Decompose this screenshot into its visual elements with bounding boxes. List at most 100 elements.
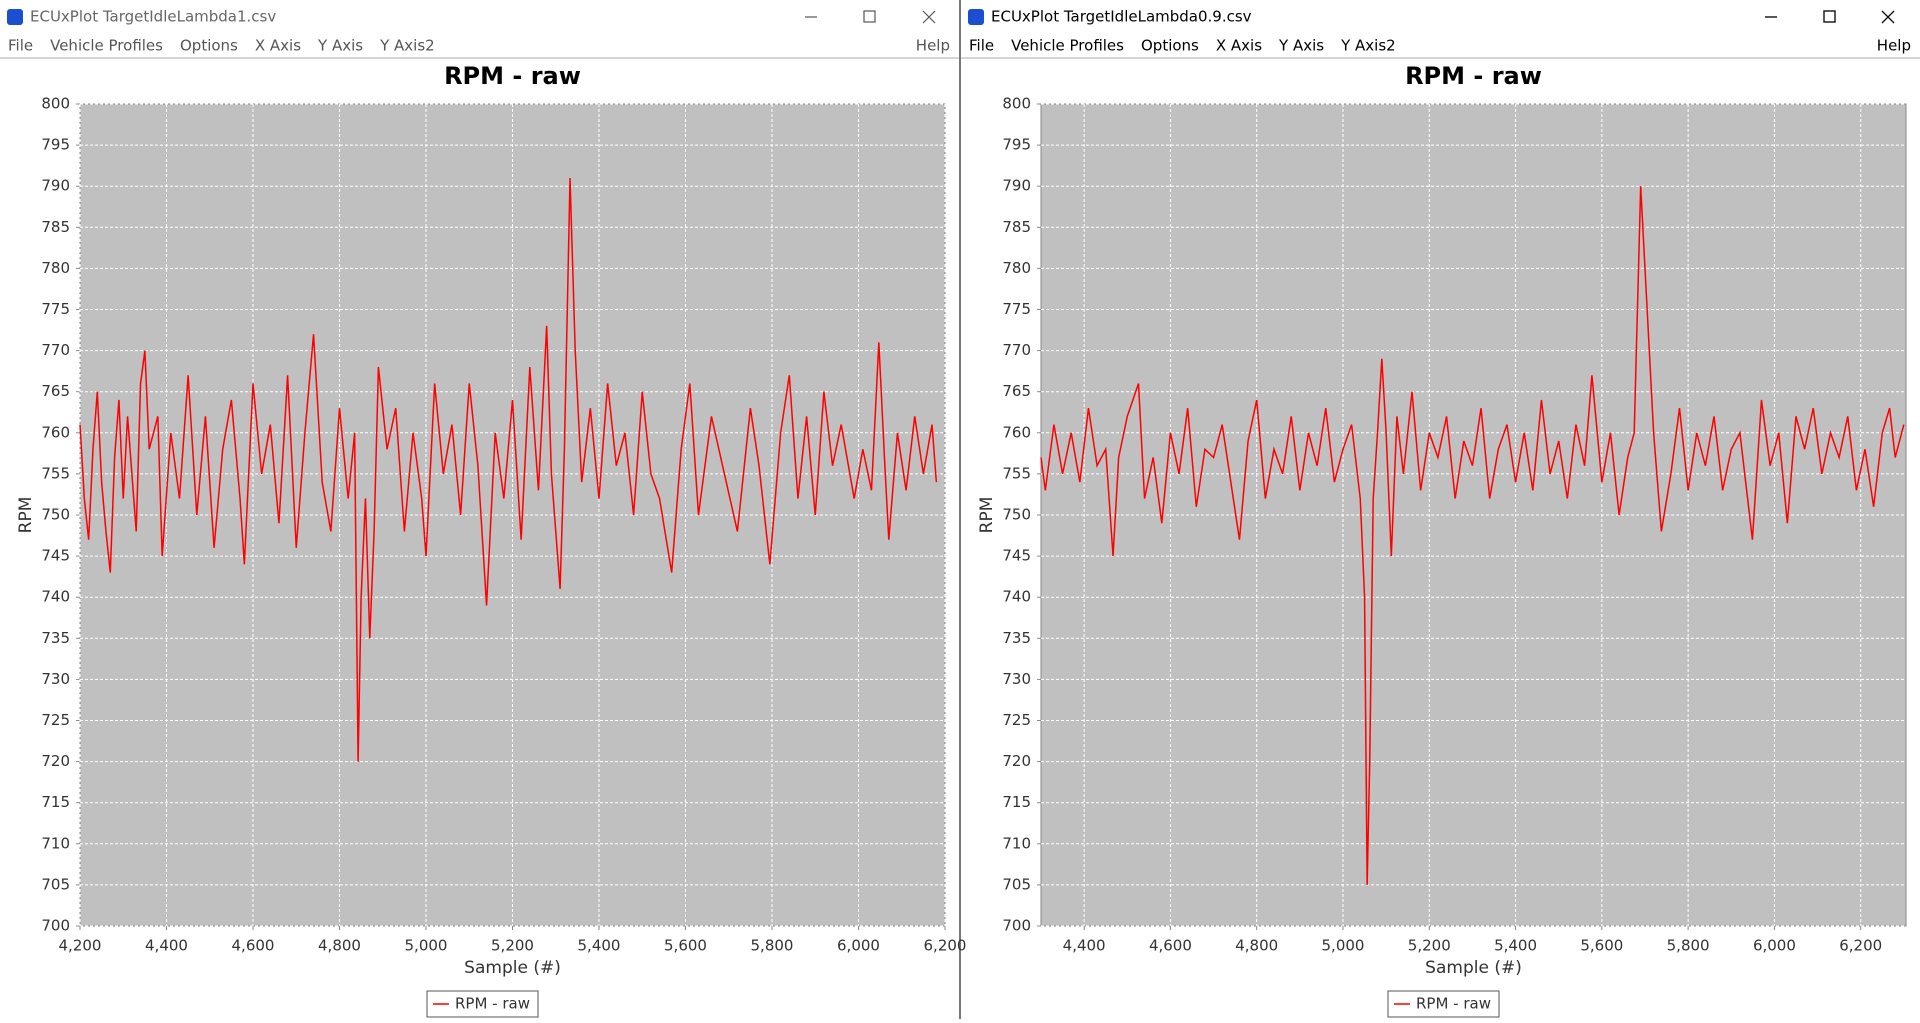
x-tick-label: 5,000 xyxy=(405,937,448,955)
legend: RPM - raw xyxy=(1387,990,1500,1018)
window: ECUxPlot TargetIdleLambda0.9.csv File Vehi… xyxy=(961,8,1920,1018)
y-tick-label: 785 xyxy=(41,218,70,236)
window-title: ECUxPlot TargetIdleLambda1.csv xyxy=(30,8,276,26)
menu-item[interactable]: X Axis xyxy=(255,37,301,55)
y-tick-label: 800 xyxy=(1002,95,1031,113)
y-tick-label: 750 xyxy=(41,506,70,524)
y-tick-label: 765 xyxy=(41,382,70,400)
window-title: ECUxPlot TargetIdleLambda0.9.csv xyxy=(991,8,1252,26)
close[interactable] xyxy=(922,10,936,24)
window-controls[interactable] xyxy=(805,10,936,24)
menu-item[interactable]: Vehicle Profiles xyxy=(1011,37,1124,55)
y-tick-label: 720 xyxy=(1002,752,1031,770)
menu-item[interactable]: X Axis xyxy=(1216,37,1262,55)
x-tick-label: 6,000 xyxy=(837,937,880,955)
x-tick-label: 5,800 xyxy=(1667,937,1710,955)
app-icon xyxy=(968,9,984,25)
menu-item[interactable]: Options xyxy=(180,37,238,55)
x-tick-label: 4,200 xyxy=(59,937,102,955)
close[interactable] xyxy=(1881,10,1895,24)
x-tick-label: 4,400 xyxy=(1063,937,1106,955)
y-tick-label: 705 xyxy=(1002,875,1031,893)
y-tick-label: 730 xyxy=(41,670,70,688)
legend-label: RPM - raw xyxy=(1416,995,1491,1013)
menu-item[interactable]: File xyxy=(969,37,994,55)
x-tick-label: 4,600 xyxy=(232,937,275,955)
y-tick-label: 760 xyxy=(41,423,70,441)
y-tick-label: 725 xyxy=(1002,711,1031,729)
data-line xyxy=(79,177,938,762)
menu-item[interactable]: Y Axis xyxy=(1278,37,1324,55)
legend-label: RPM - raw xyxy=(455,995,530,1013)
y-tick-label: 780 xyxy=(41,259,70,277)
menu-help[interactable]: Help xyxy=(916,37,950,55)
y-tick-label: 725 xyxy=(41,711,70,729)
x-tick-label: 6,200 xyxy=(924,937,967,955)
x-tick-label: 4,800 xyxy=(1235,937,1278,955)
x-tick-label: 5,400 xyxy=(578,937,621,955)
maximize[interactable] xyxy=(1823,10,1836,23)
app-icon xyxy=(7,9,23,25)
x-tick-label: 4,400 xyxy=(145,937,188,955)
legend: RPM - raw xyxy=(426,990,539,1018)
x-tick-label: 6,200 xyxy=(1839,937,1882,955)
y-tick-label: 710 xyxy=(41,834,70,852)
x-tick-label: 5,600 xyxy=(664,937,707,955)
y-tick-label: 790 xyxy=(1002,177,1031,195)
y-tick-label: 710 xyxy=(1002,834,1031,852)
y-tick-label: 700 xyxy=(1002,917,1031,935)
x-tick-label: 5,600 xyxy=(1580,937,1623,955)
y-axis-label: RPM xyxy=(977,497,997,534)
y-tick-label: 745 xyxy=(41,547,70,565)
y-tick-label: 800 xyxy=(41,95,70,113)
y-tick-label: 715 xyxy=(41,793,70,811)
y-tick-label: 720 xyxy=(41,752,70,770)
y-tick-label: 795 xyxy=(1002,136,1031,154)
y-tick-label: 785 xyxy=(1002,218,1031,236)
x-tick-label: 4,800 xyxy=(318,937,361,955)
y-tick-label: 770 xyxy=(1002,341,1031,359)
menu-item[interactable]: Vehicle Profiles xyxy=(50,37,163,55)
menu-help[interactable]: Help xyxy=(1877,37,1911,55)
x-tick-label: 5,000 xyxy=(1322,937,1365,955)
y-tick-label: 715 xyxy=(1002,793,1031,811)
y-tick-label: 790 xyxy=(41,177,70,195)
y-tick-label: 735 xyxy=(1002,629,1031,647)
y-tick-label: 735 xyxy=(41,629,70,647)
menu-item[interactable]: Y Axis2 xyxy=(1340,37,1396,55)
x-tick-label: 5,200 xyxy=(491,937,534,955)
data-line xyxy=(1040,186,1905,885)
menu-item[interactable]: Y Axis xyxy=(317,37,363,55)
x-axis-label: Sample (#) xyxy=(464,958,561,978)
y-tick-label: 740 xyxy=(1002,588,1031,606)
y-axis-label: RPM xyxy=(16,497,36,534)
x-tick-label: 6,000 xyxy=(1753,937,1796,955)
y-tick-label: 775 xyxy=(1002,300,1031,318)
menu-item[interactable]: Options xyxy=(1141,37,1199,55)
y-tick-label: 775 xyxy=(41,300,70,318)
x-tick-label: 5,800 xyxy=(751,937,794,955)
y-tick-label: 765 xyxy=(1002,382,1031,400)
menu-item[interactable]: Y Axis2 xyxy=(379,37,435,55)
maximize[interactable] xyxy=(863,10,876,23)
y-tick-label: 755 xyxy=(41,464,70,482)
window: ECUxPlot TargetIdleLambda1.csv File Vehicl… xyxy=(0,8,966,1018)
x-axis-label: Sample (#) xyxy=(1425,958,1522,978)
y-tick-label: 770 xyxy=(41,341,70,359)
chart-title: RPM - raw xyxy=(1405,62,1542,90)
y-tick-label: 740 xyxy=(41,588,70,606)
y-tick-label: 760 xyxy=(1002,423,1031,441)
menu-item[interactable]: File xyxy=(8,37,33,55)
x-tick-label: 5,400 xyxy=(1494,937,1537,955)
window-controls[interactable] xyxy=(1765,10,1895,24)
y-tick-label: 730 xyxy=(1002,670,1031,688)
y-tick-label: 780 xyxy=(1002,259,1031,277)
chart-title: RPM - raw xyxy=(444,62,581,90)
x-tick-label: 4,600 xyxy=(1149,937,1192,955)
y-tick-label: 745 xyxy=(1002,547,1031,565)
y-tick-label: 750 xyxy=(1002,506,1031,524)
y-tick-label: 700 xyxy=(41,917,70,935)
y-tick-label: 795 xyxy=(41,136,70,154)
x-tick-label: 5,200 xyxy=(1408,937,1451,955)
